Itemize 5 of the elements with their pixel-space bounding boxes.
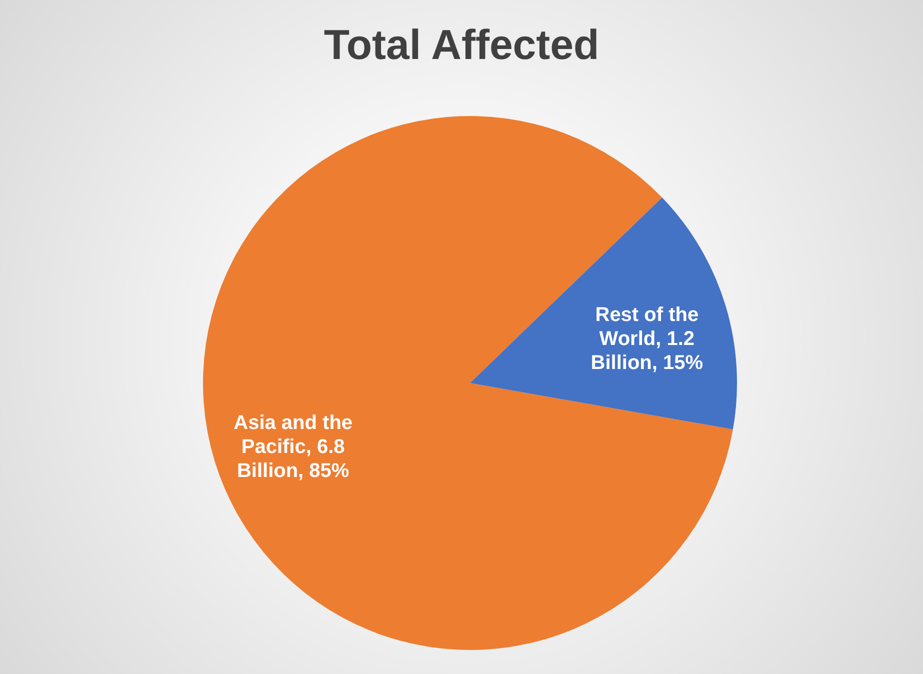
chart-title: Total Affected [324,21,600,68]
pie-slice [470,198,737,430]
slice-label: Rest of the World, 1.2 Billion, 15% [590,304,704,374]
slice-label: Asia and the Pacific, 6.8 Billion, 85% [234,412,353,482]
pie-slice [203,116,733,650]
